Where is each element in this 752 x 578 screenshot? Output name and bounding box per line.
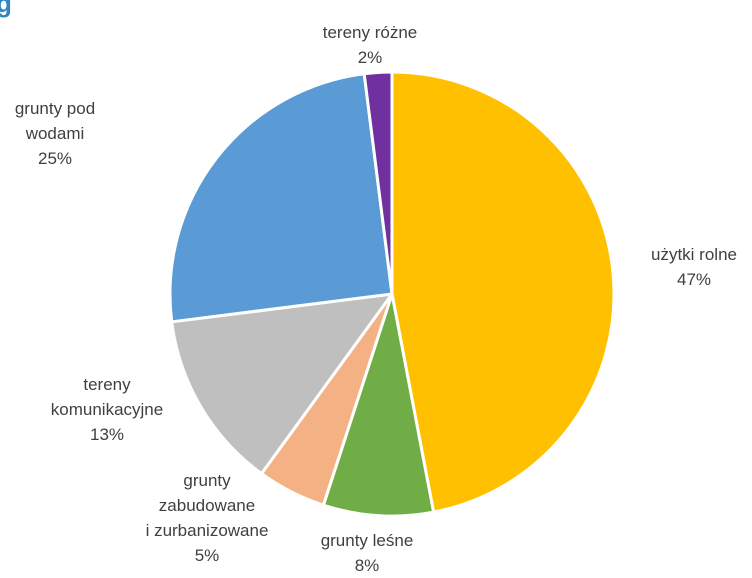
label-tereny-rozne-pct: 2% <box>357 48 383 67</box>
label-grunty-zabudowane-line3: i zurbanizowane <box>145 521 269 540</box>
label-grunty-lesne-text: grunty leśne <box>320 531 414 550</box>
label-uzytki-rolne-text: użytki rolne <box>651 245 737 264</box>
pie-slice-5 <box>362 70 394 296</box>
label-tereny-rozne-text: tereny różne <box>322 23 418 42</box>
pie-slice-3 <box>170 292 394 476</box>
label-grunty-zabudowane-line2: zabudowane <box>158 496 256 515</box>
label-uzytki-rolne-pct: 47% <box>676 270 712 289</box>
label-tereny-rozne: tereny różne 2% <box>305 20 435 70</box>
label-grunty-zabudowane-pct: 5% <box>194 546 220 565</box>
label-grunty-lesne-pct: 8% <box>354 556 380 575</box>
label-grunty-zabudowane-line1: grunty <box>183 471 231 490</box>
pie-slice-1 <box>321 292 436 518</box>
label-grunty-pod-wodami-line2: wodami <box>25 124 85 143</box>
label-uzytki-rolne: użytki rolne 47% <box>634 242 752 292</box>
label-grunty-pod-wodami: grunty pod wodami 25% <box>0 96 110 171</box>
label-tereny-komunikacyjne-line2: komunikacyjne <box>50 400 164 419</box>
label-grunty-pod-wodami-line1: grunty pod <box>14 99 96 118</box>
pie-slice-4 <box>168 72 394 324</box>
label-tereny-komunikacyjne: tereny komunikacyjne 13% <box>32 372 182 447</box>
label-grunty-pod-wodami-pct: 25% <box>37 149 73 168</box>
pie-slice-0 <box>390 70 616 514</box>
label-tereny-komunikacyjne-pct: 13% <box>89 425 125 444</box>
label-grunty-zabudowane: grunty zabudowane i zurbanizowane 5% <box>138 468 276 568</box>
label-tereny-komunikacyjne-line1: tereny <box>83 375 131 394</box>
chart-title-fragment: g <box>0 0 12 18</box>
label-grunty-lesne: grunty leśne 8% <box>302 528 432 578</box>
